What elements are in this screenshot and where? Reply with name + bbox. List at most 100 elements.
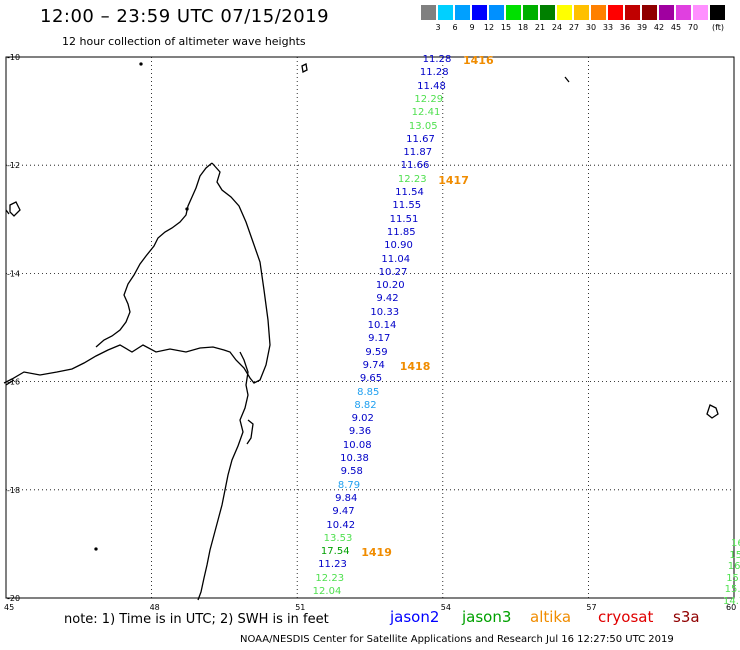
map-frame <box>5 56 735 599</box>
wave-height-value: 8.82 <box>354 399 377 411</box>
wave-height-value: 12.29 <box>414 93 444 105</box>
lon-label: 54 <box>441 603 451 612</box>
wave-height-value: 8.79 <box>337 479 361 491</box>
legend-label: 33 <box>602 23 614 32</box>
madagascar-coastline <box>3 162 271 386</box>
edge-wave-value: 15.6 <box>726 572 740 584</box>
wave-height-value: 11.48 <box>417 80 446 92</box>
wave-height-value: 13.05 <box>408 120 438 132</box>
wave-height-value: 9.02 <box>351 413 374 425</box>
wave-height-value: 10.20 <box>375 280 405 292</box>
lon-label: 51 <box>295 603 305 612</box>
edge-wave-value: 14.73 <box>723 596 740 607</box>
island-east-small <box>246 76 719 445</box>
wave-height-value: 8.85 <box>357 386 380 398</box>
coastline <box>3 62 719 601</box>
wave-height-value: 9.59 <box>365 346 388 358</box>
wave-height-value: 10.08 <box>342 439 372 451</box>
pass-time-label: 1416 <box>463 54 494 67</box>
wave-height-value: 11.67 <box>406 133 435 145</box>
satellite-altika: altika <box>530 608 572 626</box>
legend-label: 21 <box>534 23 546 32</box>
wave-height-value: 10.42 <box>326 519 356 531</box>
edge-wave-value: 16 <box>731 538 740 549</box>
wave-height-value: 10.14 <box>367 320 397 331</box>
wave-height-value: 10.38 <box>340 453 369 464</box>
legend-swatch <box>591 5 607 20</box>
legend-swatch <box>438 5 454 20</box>
satellite-jason3: jason3 <box>462 608 512 626</box>
footer-note: note: 1) Time is in UTC; 2) SWH is in fe… <box>64 612 329 627</box>
legend-label: 12 <box>483 23 495 32</box>
legend-unit: (ft) <box>711 23 725 32</box>
satellite-cryosat: cryosat <box>598 608 654 626</box>
wave-height-value: 10.90 <box>384 240 413 252</box>
wave-height-value: 11.55 <box>392 200 422 212</box>
legend-swatch <box>659 5 675 20</box>
legend-swatch <box>472 5 488 20</box>
legend-label: 27 <box>568 23 580 32</box>
legend-swatch <box>421 5 437 20</box>
legend-swatch <box>455 5 471 20</box>
edge-wave-value: 16. <box>727 561 740 573</box>
east-coast-strip <box>197 351 249 601</box>
legend-label: 45 <box>670 23 682 32</box>
wave-height-value: 11.23 <box>318 559 347 571</box>
lat-label: -16 <box>7 378 20 387</box>
legend-swatch <box>540 5 556 20</box>
wave-height-value: 10.33 <box>370 306 400 318</box>
legend-swatch <box>574 5 590 20</box>
lat-label: -18 <box>7 486 20 495</box>
pass-time-label: 1419 <box>361 546 392 560</box>
legend-label: 39 <box>636 23 648 32</box>
wave-height-value: 11.66 <box>400 160 430 172</box>
legend-swatch <box>608 5 624 20</box>
lon-label: 57 <box>586 603 596 612</box>
lat-label: -12 <box>7 161 20 170</box>
legend-label: 24 <box>551 23 563 32</box>
legend-label: 70 <box>687 23 699 32</box>
legend-swatch <box>557 5 573 20</box>
legend-label: 6 <box>452 23 458 32</box>
footer-credit: NOAA/NESDIS Center for Satellite Applica… <box>240 634 674 645</box>
lon-label: 48 <box>150 603 160 612</box>
legend-swatch <box>642 5 658 20</box>
pass-time-label: 1417 <box>438 173 469 187</box>
lat-lon-grid <box>5 56 735 599</box>
legend-swatch <box>693 5 709 20</box>
map-title: 12:00 – 23:59 UTC 07/15/2019 <box>40 6 330 27</box>
wave-height-value: 9.36 <box>348 426 372 438</box>
legend-swatch <box>506 5 522 20</box>
lat-label: -20 <box>7 594 20 603</box>
wave-height-value: 9.58 <box>340 466 363 478</box>
lon-label: 60 <box>726 603 736 612</box>
wave-height-value: 17.54 <box>320 546 350 558</box>
legend-swatch <box>676 5 692 20</box>
lat-label: -14 <box>7 269 20 278</box>
legend-swatch <box>710 5 726 20</box>
wave-height-value: 11.51 <box>389 213 419 225</box>
wave-height-value: 12.23 <box>315 572 345 584</box>
legend-swatch <box>523 5 539 20</box>
wave-height-value: 12.04 <box>312 586 342 597</box>
wave-height-value: 11.54 <box>395 187 424 198</box>
wave-height-value: 9.65 <box>359 373 383 385</box>
lat-label: -10 <box>7 53 20 62</box>
legend-label: 30 <box>585 23 597 32</box>
island-cluster-west <box>5 201 21 217</box>
edge-wave-value: 15.7 <box>724 584 740 596</box>
legend-label: 9 <box>469 23 475 32</box>
wave-height-value: 9.84 <box>335 492 358 504</box>
legend-label: 42 <box>653 23 665 32</box>
wave-height-value: 9.74 <box>362 359 385 371</box>
satellite-jason2: jason2 <box>390 608 440 626</box>
wave-height-value: 9.17 <box>368 333 391 345</box>
legend-label: 15 <box>500 23 512 32</box>
lon-label: 45 <box>4 603 14 612</box>
wave-height-value: 9.47 <box>332 506 355 518</box>
wave-height-value: 13.53 <box>323 532 353 544</box>
pass-time-label: 1418 <box>399 359 431 373</box>
legend-swatch <box>489 5 505 20</box>
